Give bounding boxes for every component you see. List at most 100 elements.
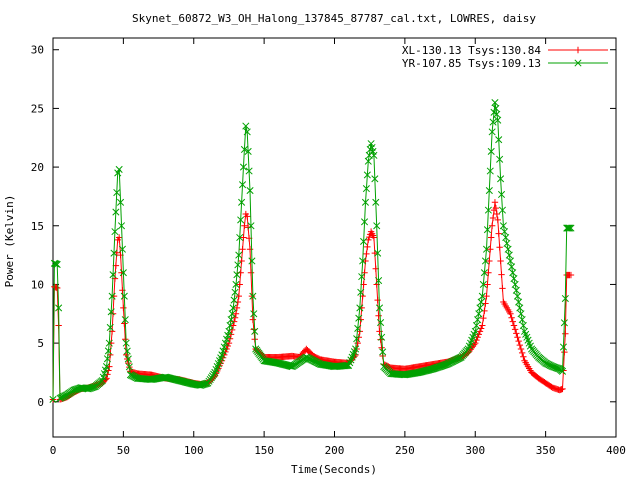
x-tick-label: 350 <box>536 444 556 457</box>
series-point-1 <box>472 339 479 347</box>
series-point-2 <box>250 310 258 318</box>
series-point-2 <box>510 275 518 283</box>
series-point-1 <box>229 322 237 329</box>
legend-marker-2 <box>574 59 582 67</box>
series-point-1 <box>473 336 480 344</box>
series-point-2 <box>508 263 516 271</box>
series-point-2 <box>226 321 234 330</box>
series-point-1 <box>236 281 243 288</box>
series-point-1 <box>482 300 489 307</box>
series-point-2 <box>493 110 501 118</box>
series-point-2 <box>504 245 512 253</box>
series-point-2 <box>519 321 527 330</box>
series-point-2 <box>220 343 228 351</box>
y-tick-label: 0 <box>37 396 44 409</box>
x-tick-label: 100 <box>184 444 204 457</box>
series-point-2 <box>341 362 349 370</box>
series-point-2 <box>565 224 574 232</box>
series-point-2 <box>122 339 130 347</box>
series-point-2 <box>491 98 499 107</box>
series-point-2 <box>495 136 503 144</box>
series-point-1 <box>518 349 526 357</box>
series-point-1 <box>567 271 575 279</box>
series-point-2 <box>560 319 568 327</box>
series-point-2 <box>360 237 368 245</box>
series-point-1 <box>370 234 378 241</box>
series-point-2 <box>246 187 254 195</box>
series-point-2 <box>565 224 573 232</box>
series-point-2 <box>517 310 525 318</box>
series-point-1 <box>244 224 252 231</box>
series-point-1 <box>479 322 486 329</box>
series-point-2 <box>227 316 235 324</box>
series-point-1 <box>374 296 381 304</box>
series-point-1 <box>364 243 371 251</box>
series-point-2 <box>238 181 247 189</box>
series-point-1 <box>365 236 372 244</box>
plot-area: 0 50 100 150 200 250 300 350 400 0 5 10 15 20 25 30 <box>31 37 626 457</box>
series-point-2 <box>567 224 575 232</box>
series-point-1 <box>120 304 127 312</box>
series-point-2 <box>109 271 117 279</box>
series-point-2 <box>489 118 497 126</box>
series-point-1 <box>488 222 496 229</box>
series-point-2 <box>501 228 509 236</box>
series-point-2 <box>479 280 487 288</box>
series-point-1 <box>226 335 234 342</box>
series-point-2 <box>247 222 255 230</box>
series-point-2 <box>509 269 517 277</box>
series-point-2 <box>225 327 233 335</box>
legend-label-1: XL-130.13 Tsys:130.84 <box>402 44 541 57</box>
series-point-2 <box>497 175 505 183</box>
series-point-2 <box>243 128 251 136</box>
series-point-2 <box>53 260 61 269</box>
series-point-2 <box>471 327 479 335</box>
series-point-1 <box>122 336 129 343</box>
series-point-1 <box>249 316 257 323</box>
series-point-2 <box>107 308 115 316</box>
x-tick-label: 50 <box>117 444 130 457</box>
series-point-2 <box>117 222 126 230</box>
series-point-2 <box>108 292 116 300</box>
series-point-2 <box>235 251 243 259</box>
series-point-2 <box>242 122 250 130</box>
y-tick-label: 10 <box>31 278 44 291</box>
series-point-1 <box>520 353 527 361</box>
series-point-1 <box>247 269 255 276</box>
series-point-1 <box>559 385 566 393</box>
series-point-2 <box>360 218 369 226</box>
series-point-2 <box>375 304 384 312</box>
series-point-2 <box>286 362 294 370</box>
series-point-1 <box>354 339 361 347</box>
series-point-1 <box>246 246 254 253</box>
series-point-1 <box>516 341 524 349</box>
series-point-2 <box>377 319 385 327</box>
series-point-2 <box>362 185 370 193</box>
series-point-1 <box>494 216 501 224</box>
series-point-1 <box>561 348 568 356</box>
legend-marker-1 <box>574 46 582 54</box>
series-point-1 <box>513 330 520 337</box>
series-point-2 <box>104 347 112 355</box>
series-point-2 <box>233 271 241 279</box>
series-point-2 <box>232 280 240 288</box>
series-point-1 <box>480 314 487 322</box>
series-point-1 <box>487 246 494 253</box>
series-point-1 <box>562 330 569 337</box>
chart-title: Skynet_60872_W3_OH_Halong_137845_87787_c… <box>132 12 536 25</box>
x-tick-label: 200 <box>325 444 345 457</box>
series-point-2 <box>103 355 111 363</box>
series-point-2 <box>55 304 63 312</box>
series-point-2 <box>106 323 114 332</box>
series-point-2 <box>474 316 482 324</box>
series-point-2 <box>89 383 97 391</box>
series-point-1 <box>124 355 131 363</box>
y-tick-label: 25 <box>31 102 44 115</box>
series-point-2 <box>378 333 386 341</box>
series-point-1 <box>491 199 499 206</box>
series-point-2 <box>115 165 123 173</box>
series-point-1 <box>509 318 516 325</box>
series-point-2 <box>229 304 237 312</box>
series-point-2 <box>113 188 121 197</box>
